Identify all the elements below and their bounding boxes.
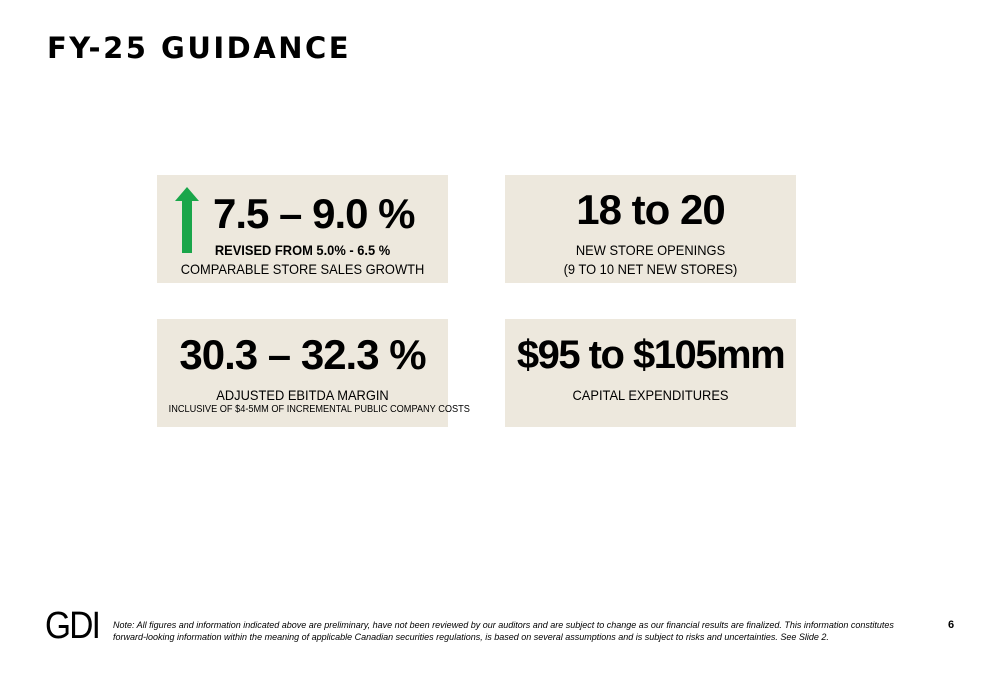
- store-openings-detail: (9 TO 10 NET NEW STORES): [563, 261, 738, 277]
- comparable-sales-card: 7.5 – 9.0 % REVISED FROM 5.0% - 6.5 % CO…: [157, 175, 448, 283]
- capex-label: CAPITAL EXPENDITURES: [572, 387, 729, 403]
- ebitda-margin-label: ADJUSTED EBITDA MARGIN: [216, 387, 389, 403]
- capex-value: $95 to $105mm: [516, 333, 786, 377]
- page-number: 6: [948, 619, 955, 631]
- slide-title: FY-25 GUIDANCE: [47, 31, 352, 65]
- store-openings-value: 18 to 20: [576, 186, 725, 233]
- gdi-logo: GDI: [45, 605, 101, 647]
- ebitda-margin-value: 30.3 – 32.3 %: [179, 331, 426, 378]
- ebitda-margin-note: INCLUSIVE OF $4-5MM OF INCREMENTAL PUBLI…: [168, 404, 470, 415]
- footer-note: Note: All figures and information indica…: [113, 620, 894, 642]
- store-openings-card: 18 to 20 NEW STORE OPENINGS (9 TO 10 NET…: [505, 175, 796, 283]
- comparable-sales-value: 7.5 – 9.0 %: [213, 190, 415, 237]
- comparable-sales-label: COMPARABLE STORE SALES GROWTH: [180, 261, 425, 277]
- store-openings-label: NEW STORE OPENINGS: [575, 242, 726, 258]
- capex-card: $95 to $105mm CAPITAL EXPENDITURES: [505, 319, 796, 427]
- comparable-sales-revision: REVISED FROM 5.0% - 6.5 %: [214, 242, 391, 258]
- up-arrow-icon: [175, 187, 199, 253]
- ebitda-margin-card: 30.3 – 32.3 % ADJUSTED EBITDA MARGIN INC…: [157, 319, 470, 427]
